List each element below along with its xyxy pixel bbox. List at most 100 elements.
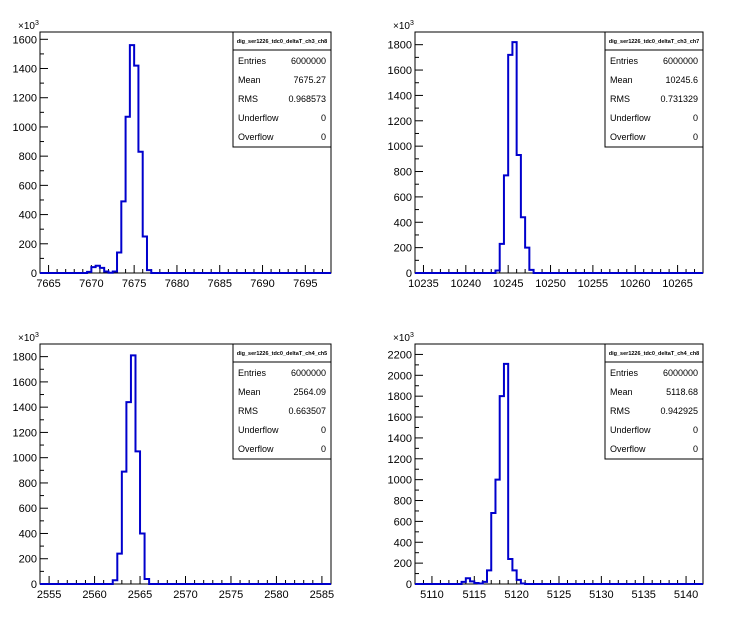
y-exponent-label: ×103 xyxy=(18,332,39,344)
stats-value: 2564.09 xyxy=(293,387,326,397)
histogram-bin xyxy=(491,513,495,584)
y-tick-label: 800 xyxy=(19,151,37,163)
stats-value: 0 xyxy=(321,425,326,435)
x-tick-label: 10260 xyxy=(620,278,651,290)
y-tick-label: 1200 xyxy=(388,454,412,466)
x-tick-label: 5110 xyxy=(420,589,444,601)
histogram-pad-4: 0200400600800100012001400160018002000220… xyxy=(388,332,704,601)
stats-label: RMS xyxy=(610,406,630,416)
stats-label: RMS xyxy=(610,94,630,104)
y-tick-label: 600 xyxy=(19,180,37,192)
histogram-bin xyxy=(483,582,487,584)
histogram-bin xyxy=(140,533,145,584)
x-tick-label: 10250 xyxy=(535,278,566,290)
x-tick-label: 7665 xyxy=(36,278,60,290)
y-tick-label: 600 xyxy=(394,516,412,528)
y-tick-label: 1400 xyxy=(13,64,37,76)
stats-value: 0.663507 xyxy=(288,406,326,416)
x-tick-label: 2585 xyxy=(310,589,334,601)
x-tick-label: 10255 xyxy=(578,278,609,290)
histogram-bin xyxy=(487,570,491,584)
x-tick-label: 10245 xyxy=(493,278,524,290)
x-tick-label: 5130 xyxy=(589,589,613,601)
y-tick-label: 1400 xyxy=(388,90,412,102)
histogram-bin xyxy=(126,117,130,273)
stats-value: 6000000 xyxy=(663,368,698,378)
stats-label: Underflow xyxy=(610,113,651,123)
histogram-bin xyxy=(521,583,525,584)
stats-value: 7675.27 xyxy=(293,75,326,85)
y-tick-label: 800 xyxy=(394,496,412,508)
histogram-bin xyxy=(134,66,138,273)
y-tick-label: 1400 xyxy=(13,402,37,414)
y-tick-label: 1600 xyxy=(388,412,412,424)
y-tick-label: 1000 xyxy=(388,141,412,153)
stats-box: dig_ser1226_tdc0_deltaT_ch3_ch7 Entries 60… xyxy=(604,31,704,148)
histogram-bin xyxy=(470,581,474,584)
x-tick-label: 10235 xyxy=(408,278,439,290)
stats-value: 6000000 xyxy=(291,56,326,66)
stats-label: Entries xyxy=(610,368,639,378)
x-tick-label: 5140 xyxy=(674,589,698,601)
x-tick-label: 7680 xyxy=(165,278,189,290)
y-tick-label: 400 xyxy=(19,528,37,540)
y-tick-label: 1800 xyxy=(13,352,37,364)
histogram-bin xyxy=(117,253,121,273)
histogram-outline xyxy=(415,41,703,274)
y-tick-label: 1400 xyxy=(388,433,412,445)
x-tick-label: 5135 xyxy=(631,589,655,601)
stats-label: Entries xyxy=(610,56,639,66)
y-tick-label: 1200 xyxy=(13,427,37,439)
stats-title: dig_ser1226_tdc0_deltaT_ch3_ch8 xyxy=(237,39,328,45)
y-tick-label: 200 xyxy=(19,239,37,251)
stats-box: dig_ser1226_tdc0_deltaT_ch3_ch8 Entries 60… xyxy=(232,31,332,148)
y-tick-label: 0 xyxy=(406,579,412,591)
stats-value: 0 xyxy=(693,425,698,435)
x-tick-label: 2580 xyxy=(264,589,288,601)
histogram-bin xyxy=(462,582,466,584)
histogram-bin xyxy=(87,272,91,273)
stats-value: 10245.6 xyxy=(665,75,698,85)
y-tick-label: 1000 xyxy=(388,475,412,487)
stats-label: RMS xyxy=(238,406,258,416)
stats-label: Entries xyxy=(238,56,267,66)
y-exponent-base: 10 xyxy=(24,21,36,32)
histogram-outline xyxy=(40,44,331,274)
stats-box-frame xyxy=(232,31,332,148)
y-tick-label: 400 xyxy=(19,210,37,222)
y-tick-label: 0 xyxy=(31,579,37,591)
y-tick-label: 200 xyxy=(394,243,412,255)
stats-value: 0 xyxy=(693,444,698,454)
x-tick-label: 7675 xyxy=(122,278,146,290)
y-tick-label: 1200 xyxy=(13,93,37,105)
histogram-bin xyxy=(100,268,104,273)
y-tick-label: 1600 xyxy=(13,377,37,389)
stats-box-frame xyxy=(232,343,332,460)
y-tick-label: 200 xyxy=(19,554,37,566)
stats-label: Mean xyxy=(238,75,261,85)
histogram-bin xyxy=(143,236,147,273)
histogram-bin xyxy=(512,570,516,584)
histogram-bin xyxy=(104,272,108,273)
stats-label: Entries xyxy=(238,368,267,378)
histogram-bin xyxy=(91,267,95,273)
x-tick-label: 7670 xyxy=(79,278,103,290)
y-tick-label: 2200 xyxy=(388,349,412,361)
histogram-bin xyxy=(121,201,125,273)
histogram-bin xyxy=(500,244,504,273)
y-exponent-base: 10 xyxy=(24,333,36,344)
stats-label: Overflow xyxy=(238,132,274,142)
stats-label: Overflow xyxy=(610,444,646,454)
histogram-bin xyxy=(145,579,150,584)
stats-label: Overflow xyxy=(610,132,646,142)
stats-label: Mean xyxy=(610,387,633,397)
y-exponent-base: 10 xyxy=(399,21,411,32)
y-tick-label: 1200 xyxy=(388,116,412,128)
y-tick-label: 600 xyxy=(19,503,37,515)
histogram-bin xyxy=(508,55,512,273)
x-tick-label: 2570 xyxy=(173,589,197,601)
histogram-bin xyxy=(96,266,100,273)
stats-label: Overflow xyxy=(238,444,274,454)
